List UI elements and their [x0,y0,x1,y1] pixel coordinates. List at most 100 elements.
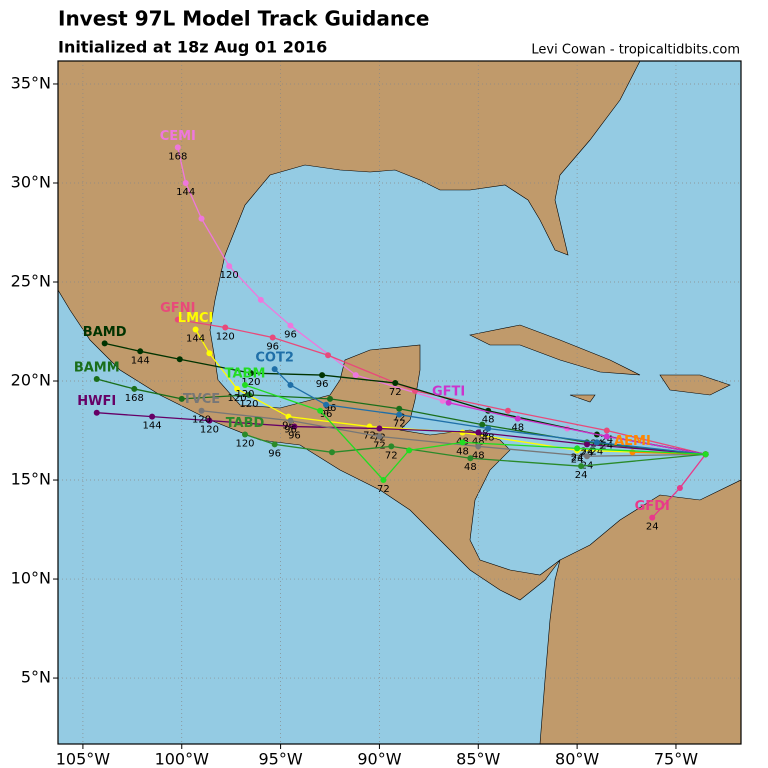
track-point [319,372,326,379]
forecast-hour: 24 [646,522,659,533]
track-point [475,443,482,450]
track-point [271,441,278,448]
track-point [376,425,383,432]
track-point [504,407,511,414]
track-point [198,407,205,414]
forecast-hour: 144 [176,187,195,198]
track-point [406,447,413,454]
track-point [584,453,591,460]
forecast-hour: 96 [316,379,329,390]
track-point [287,381,294,388]
track-point [603,433,610,440]
track-line [177,318,706,455]
x-tick-label: 85°W [456,750,500,768]
track-point [584,441,591,448]
forecast-hour: 48 [482,415,495,426]
model-label: GFDI [635,499,670,514]
forecast-hour: 96 [284,330,297,341]
forecast-hour: 48 [511,423,524,434]
track-point [445,399,452,406]
forecast-hour: 24 [571,454,584,465]
track-point [174,144,181,151]
track-point [291,423,298,430]
forecast-hour: 120 [216,332,235,343]
y-tick-label: 35°N [11,73,51,92]
track-point [396,411,403,418]
track-point [226,263,233,270]
track-point [676,484,683,491]
forecast-hour: 120 [239,399,258,410]
credit: Levi Cowan - tropicaltidbits.com [531,43,740,58]
forecast-hour: 48 [472,437,485,448]
forecast-hour: 24 [571,452,584,463]
x-tick-label: 80°W [555,750,599,768]
track-point [392,379,399,386]
forecast-hour: 120 [235,389,254,400]
forecast-hour: 24 [581,446,594,457]
track-point [702,451,709,458]
forecast-hour: 120 [220,270,239,281]
track-point [271,366,278,373]
title: Invest 97L Model Track Guidance [58,7,430,31]
forecast-hour: 96 [324,403,337,414]
track-point [380,477,387,484]
track-point [323,401,330,408]
forecast-hour: 72 [373,440,386,451]
y-tick-label: 25°N [11,271,51,290]
model-label: GFNI [160,301,195,316]
track-line [96,412,706,455]
cuba [469,324,641,376]
model-label: GFTI [432,384,465,399]
track-point [93,376,100,383]
track-point [198,215,205,222]
track-point [178,395,185,402]
forecast-hour: 96 [268,448,281,459]
forecast-hour: 24 [575,470,588,481]
track-point [514,415,521,422]
track-point [475,429,482,436]
forecast-hour: 48 [456,446,469,457]
forecast-hour: 48 [472,450,485,461]
track-point [269,334,276,341]
track-point [257,296,264,303]
track-point [352,372,359,379]
track-point [649,514,656,521]
forecast-hour: 120 [228,393,247,404]
x-tick-label: 75°W [654,750,698,768]
model-label: TABM [225,366,266,381]
forecast-hour: 72 [363,431,376,442]
track-point [467,455,474,462]
track-point [317,407,324,414]
track-point [137,348,144,355]
track-point [131,385,138,392]
jamaica [569,394,596,403]
track-point [578,463,585,470]
y-tick-label: 15°N [11,470,51,489]
forecast-hour: 48 [476,429,489,440]
forecast-hour: 24 [600,440,613,451]
forecast-hour: 120 [235,438,254,449]
y-tick-label: 30°N [11,172,51,191]
x-tick-label: 100°W [155,750,210,768]
track-line [201,410,706,457]
track-point [176,356,183,363]
track-point [388,443,395,450]
x-tick-label: 95°W [258,750,302,768]
track-point [325,352,332,359]
x-tick-label: 105°W [56,750,111,768]
y-tick-label: 10°N [11,569,51,588]
forecast-hour: 72 [393,413,406,424]
model-label: HWFI [77,394,116,409]
track-point [182,179,189,186]
track-point [245,391,252,398]
track-point [93,409,100,416]
x-tick-label: 90°W [357,750,401,768]
forecast-hour: 72 [393,419,406,430]
model-label: CEMI [160,129,196,144]
forecast-hour: 24 [600,435,613,446]
track-point [376,433,383,440]
forecast-hour: 48 [464,462,477,473]
track-point [149,413,156,420]
track-point [287,417,294,424]
